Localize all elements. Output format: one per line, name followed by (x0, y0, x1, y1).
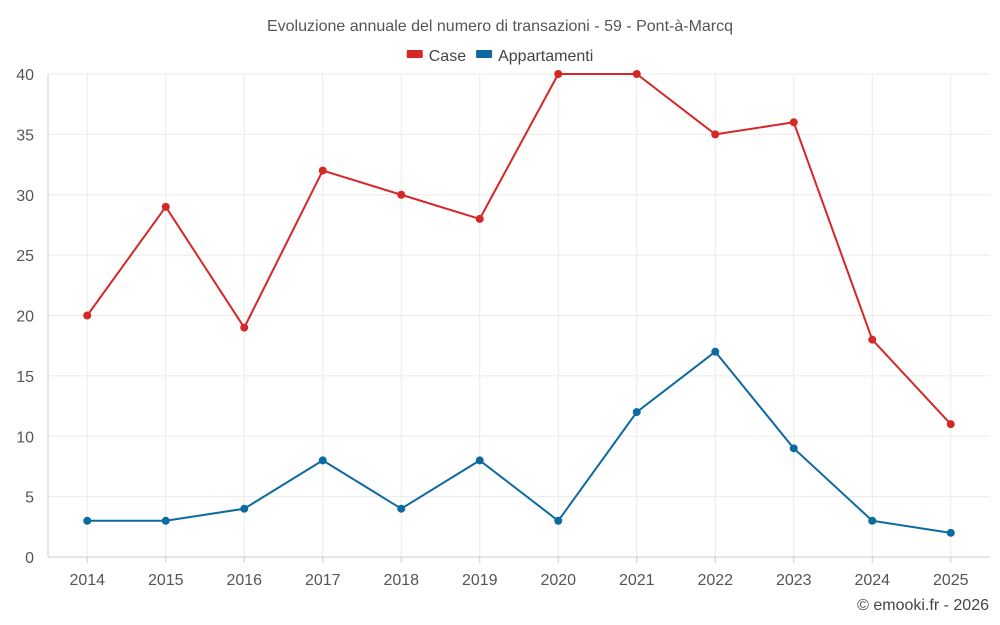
data-point-case (240, 323, 249, 332)
legend-swatch-case (406, 50, 423, 58)
data-point-appartamenti (789, 444, 798, 453)
data-point-case (711, 130, 720, 139)
data-point-appartamenti (946, 528, 955, 537)
series-group (83, 70, 955, 537)
x-tick-label: 2020 (540, 572, 576, 589)
data-point-case (83, 311, 92, 320)
credit-text: © emooki.fr - 2026 (857, 597, 989, 614)
x-tick-label: 2017 (305, 572, 341, 589)
legend: Case Appartamenti (406, 48, 593, 65)
grid (48, 73, 990, 557)
x-tick-label: 2024 (854, 572, 890, 589)
data-point-case (475, 214, 484, 223)
x-tick-label: 2014 (69, 572, 105, 589)
data-point-appartamenti (318, 456, 327, 465)
chart-title: Evoluzione annuale del numero di transaz… (267, 18, 733, 35)
data-point-appartamenti (554, 516, 563, 525)
x-tick-label: 2023 (776, 572, 812, 589)
data-point-appartamenti (632, 408, 641, 417)
x-tick-label: 2025 (933, 572, 969, 589)
data-point-case (554, 70, 563, 78)
data-point-case (397, 190, 406, 199)
legend-swatch-appartamenti (476, 50, 493, 58)
y-tick-label: 30 (16, 188, 34, 205)
data-point-appartamenti (711, 347, 720, 356)
series-line-case (86, 73, 952, 425)
y-tick-label: 40 (16, 67, 34, 84)
data-point-case (632, 70, 641, 78)
data-point-appartamenti (397, 504, 406, 513)
data-point-case (868, 335, 877, 344)
data-point-appartamenti (868, 516, 877, 525)
x-tick-label: 2015 (148, 572, 184, 589)
x-tick-label: 2022 (697, 572, 733, 589)
data-point-appartamenti (161, 516, 170, 525)
data-point-case (946, 420, 955, 429)
y-tick-label: 35 (16, 127, 34, 144)
data-point-case (161, 202, 170, 211)
y-tick-label: 5 (25, 490, 34, 507)
y-tick-label: 15 (16, 369, 34, 386)
data-point-case (318, 166, 327, 175)
data-point-case (789, 118, 798, 127)
x-tick-label: 2016 (226, 572, 262, 589)
series-appartamenti (83, 347, 955, 537)
data-point-appartamenti (475, 456, 484, 465)
data-point-appartamenti (83, 516, 92, 525)
y-tick-label: 20 (16, 309, 34, 326)
data-point-appartamenti (240, 504, 249, 513)
x-tick-label: 2021 (619, 572, 655, 589)
legend-label-case: Case (429, 48, 466, 65)
x-tick-label: 2018 (383, 572, 419, 589)
legend-label-appartamenti: Appartamenti (498, 48, 593, 65)
y-tick-label: 0 (25, 550, 34, 567)
series-line-appartamenti (87, 350, 951, 534)
axes (47, 74, 990, 563)
x-tick-label: 2019 (462, 572, 498, 589)
y-tick-label: 25 (16, 248, 34, 265)
y-tick-label: 10 (16, 429, 34, 446)
series-case (83, 70, 955, 429)
